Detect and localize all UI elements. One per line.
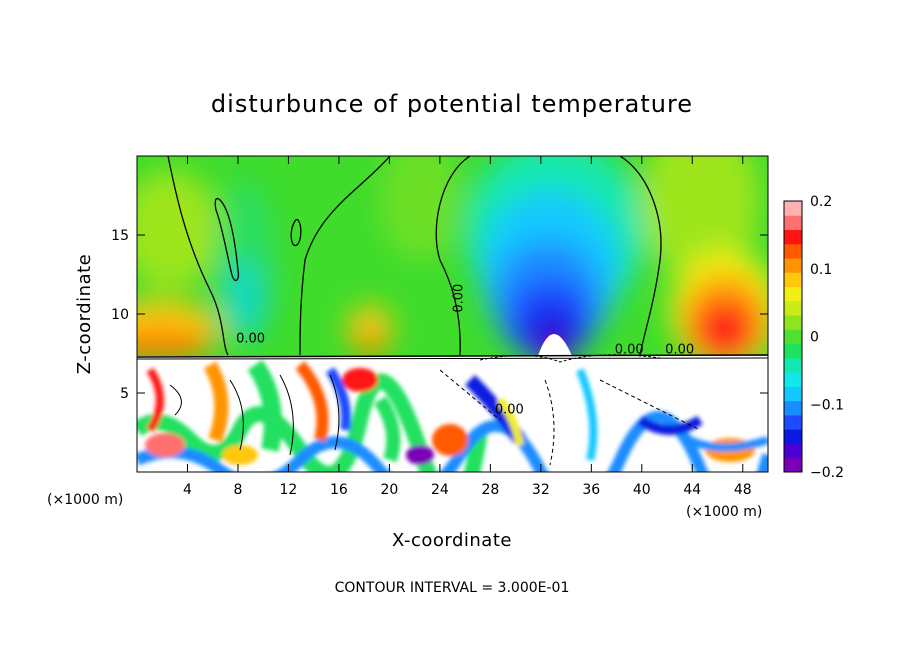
colorbar-tick-label: 0	[810, 330, 819, 346]
chart-title: disturbunce of potential temperature	[211, 90, 693, 118]
contour-label: 0.00	[665, 343, 694, 358]
colorbar-swatch	[784, 357, 802, 373]
contour-label: 0.00	[615, 343, 644, 358]
colorbar-swatch	[784, 300, 802, 316]
colorbar-swatch	[784, 258, 802, 273]
colorbar-swatch	[784, 315, 802, 330]
x-tick-label: 8	[233, 482, 242, 498]
colorbar-swatch	[784, 429, 802, 444]
x-tick-label: 44	[683, 482, 701, 498]
colorbar-tick-label: −0.2	[810, 465, 844, 481]
colorbar-swatch	[784, 414, 802, 430]
x-tick-label: 16	[330, 482, 348, 498]
x-axis-ticks: 4 8 12 16 20 24 28 32 36 40 44 48	[183, 156, 752, 498]
colorbar-swatch	[784, 201, 802, 216]
x-tick-label: 40	[633, 482, 651, 498]
contour-interval-note: CONTOUR INTERVAL = 3.000E-01	[335, 580, 570, 596]
colorbar-swatch	[784, 443, 802, 459]
colorbar-swatch	[784, 229, 802, 245]
y-tick-label: 15	[111, 228, 129, 244]
colorbar-swatch	[784, 400, 802, 416]
colorbar-swatch	[784, 386, 802, 402]
colorbar-swatch	[784, 215, 802, 231]
colorbar-tick-label: 0.2	[810, 194, 832, 210]
x-axis-title: X-coordinate	[392, 530, 512, 551]
colorbar-tick-labels: 0.2 0.1 0 −0.1 −0.2	[810, 194, 844, 481]
colorbar-tick-label: 0.1	[810, 262, 832, 278]
x-tick-label: 24	[431, 482, 449, 498]
contour-label: 0.00	[452, 284, 467, 313]
colorbar-frame	[783, 200, 803, 473]
x-tick-label: 32	[532, 482, 550, 498]
contours-upper	[167, 156, 662, 356]
colorbar-swatch	[784, 243, 802, 259]
x-tick-label: 12	[280, 482, 298, 498]
field-lower	[137, 356, 768, 472]
x-tick-label: 4	[183, 482, 192, 498]
plot-area: 0.00 0.00 0.00 0.00 0.00	[136, 155, 769, 473]
contour-label: 0.00	[236, 331, 265, 346]
colorbar-swatch	[784, 372, 802, 387]
x-tick-label: 28	[481, 482, 499, 498]
colorbar-swatch	[784, 286, 802, 302]
y-axis-ticks: 5 10 15	[111, 228, 768, 402]
colorbar-swatch	[784, 343, 802, 359]
colorbar	[783, 200, 803, 473]
contour-labels: 0.00 0.00 0.00 0.00 0.00	[236, 284, 694, 418]
contour-label: 0.00	[495, 403, 524, 418]
x-tick-label: 36	[582, 482, 600, 498]
y-tick-label: 10	[111, 307, 129, 323]
x-tick-label: 48	[734, 482, 752, 498]
colorbar-swatch	[784, 329, 802, 345]
colorbar-swatch	[784, 457, 802, 473]
x-unit-left: (×1000 m)	[47, 492, 123, 508]
x-tick-label: 20	[380, 482, 398, 498]
colorbar-swatch	[784, 272, 802, 288]
field-upper	[137, 156, 768, 359]
y-tick-label: 5	[120, 386, 129, 402]
x-unit-right: (×1000 m)	[686, 504, 762, 520]
y-axis-title: Z-coordinate	[74, 254, 95, 375]
colorbar-tick-label: −0.1	[810, 397, 844, 413]
